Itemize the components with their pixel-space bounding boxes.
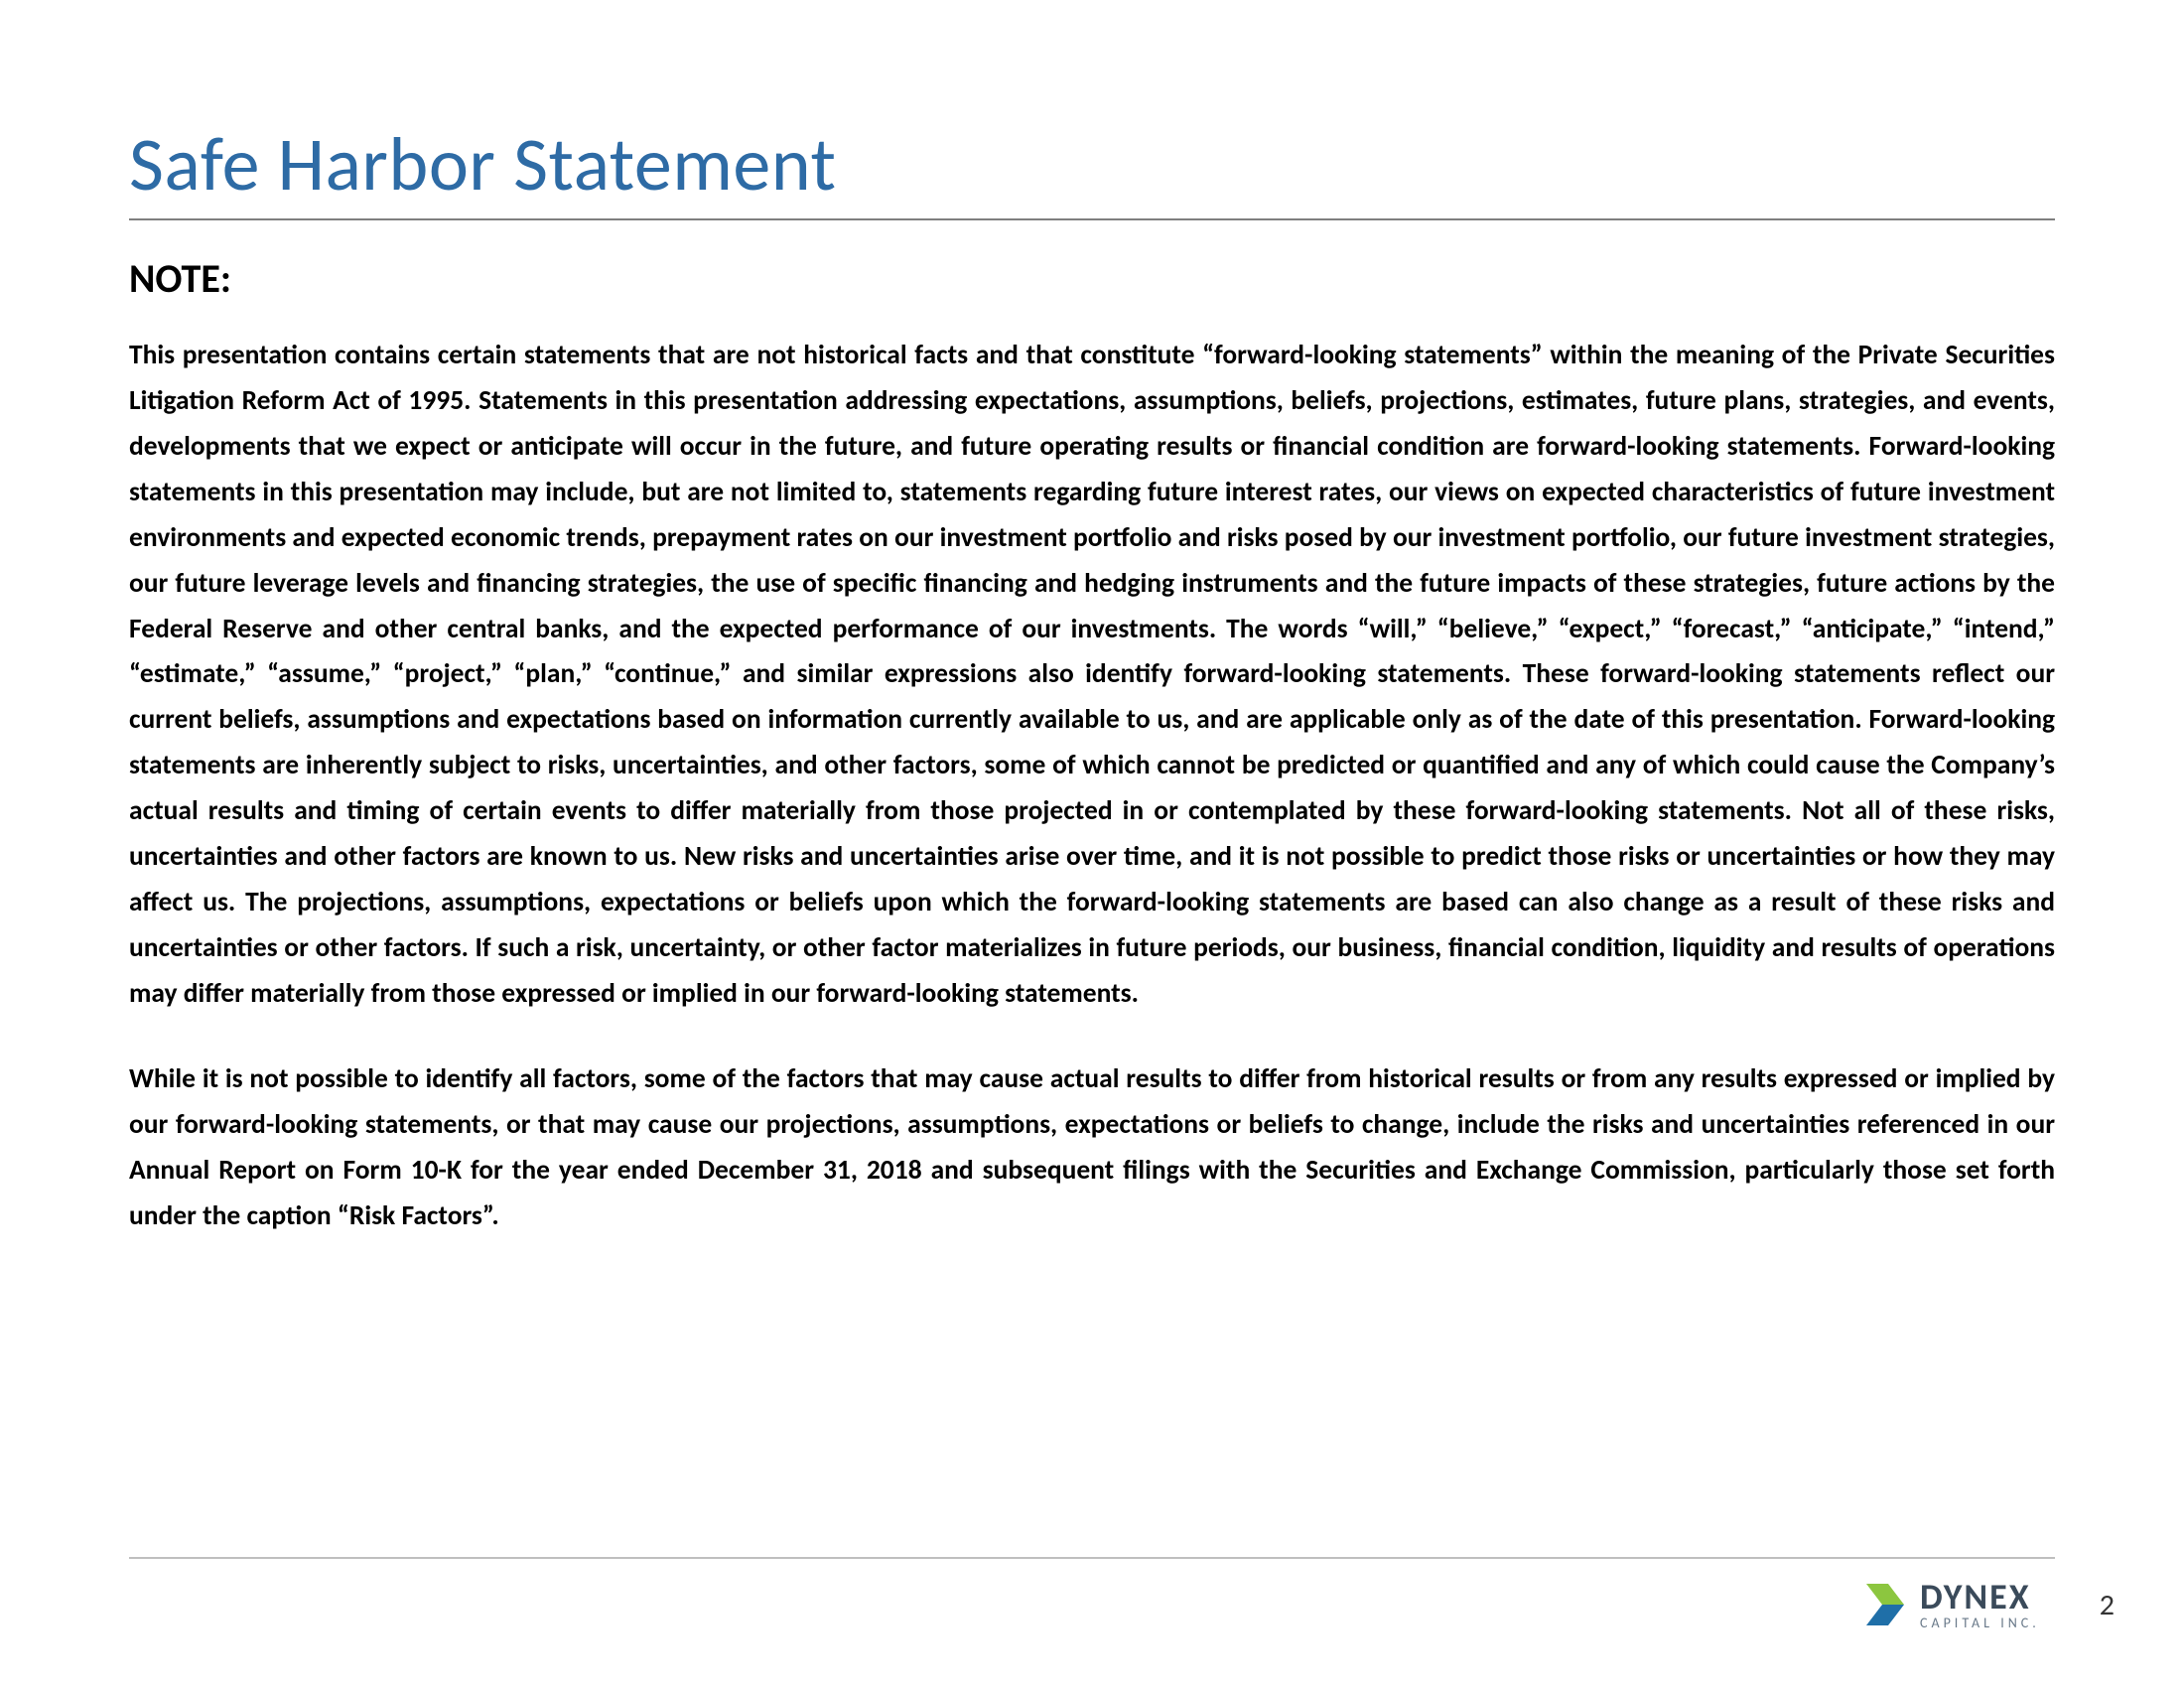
page-number: 2 <box>2100 1587 2115 1623</box>
logo-word: DYNEX <box>1920 1579 2040 1615</box>
logo-text: DYNEX CAPITAL INC. <box>1920 1579 2040 1630</box>
title-rule <box>129 218 2055 220</box>
paragraph-1: This presentation contains certain state… <box>129 333 2055 1017</box>
footer-rule <box>129 1557 2055 1559</box>
logo-chevron-icon <box>1862 1582 1908 1627</box>
paragraph-gap <box>129 1017 2055 1056</box>
slide: Safe Harbor Statement NOTE: This present… <box>0 0 2184 1688</box>
logo-subtitle: CAPITAL INC. <box>1920 1617 2040 1630</box>
company-logo: DYNEX CAPITAL INC. <box>1862 1579 2040 1630</box>
footer: DYNEX CAPITAL INC. 2 <box>129 1579 2115 1630</box>
slide-title: Safe Harbor Statement <box>129 119 2055 211</box>
paragraph-2: While it is not possible to identify all… <box>129 1056 2055 1239</box>
note-label: NOTE: <box>129 254 2055 303</box>
